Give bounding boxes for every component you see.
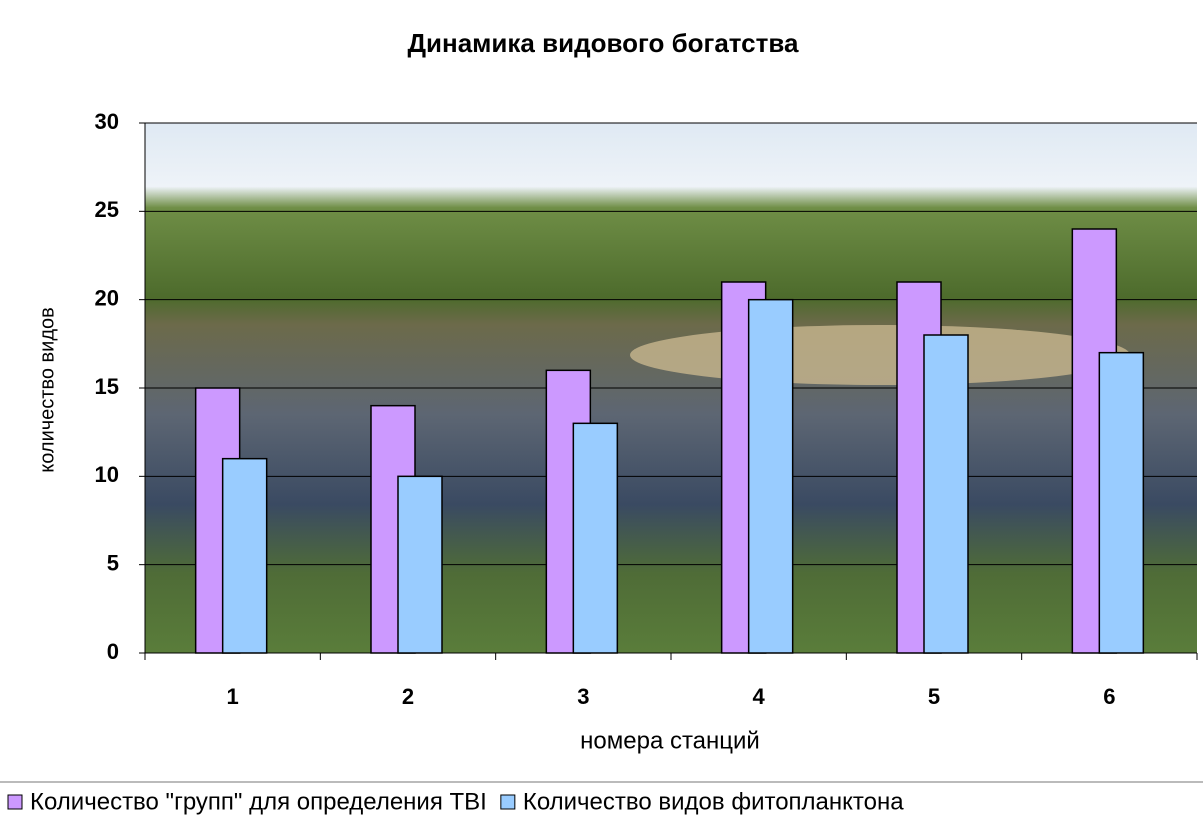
x-tick-label: 2 (402, 684, 414, 709)
y-tick-label: 10 (95, 462, 119, 487)
bar (572, 422, 619, 654)
x-tick-label: 5 (928, 684, 940, 709)
x-tick-label: 6 (1103, 684, 1115, 709)
y-tick-label: 15 (95, 374, 119, 399)
bar (923, 334, 969, 654)
legend-label: Количество видов фитопланктона (523, 788, 904, 815)
bar (1098, 351, 1145, 654)
y-tick-label: 20 (95, 285, 119, 310)
x-tick-label: 1 (227, 684, 239, 709)
y-tick-label: 30 (95, 109, 119, 134)
y-tick-label: 0 (107, 639, 119, 664)
sandbank (630, 325, 1130, 385)
x-tick-label: 3 (577, 684, 589, 709)
y-axis-label: количество видов (36, 307, 58, 473)
legend-swatch (7, 794, 23, 810)
x-axis-label: номера станций (580, 727, 760, 754)
legend-label: Количество "групп" для определения ТВI (30, 788, 487, 815)
x-tick-label: 4 (753, 684, 766, 709)
y-tick-label: 25 (95, 197, 119, 222)
bar (221, 457, 268, 654)
bar (747, 298, 794, 654)
chart-title: Динамика видового богатства (408, 28, 800, 58)
y-tick-label: 5 (107, 550, 119, 575)
bar (397, 475, 443, 654)
legend-swatch (500, 794, 516, 810)
